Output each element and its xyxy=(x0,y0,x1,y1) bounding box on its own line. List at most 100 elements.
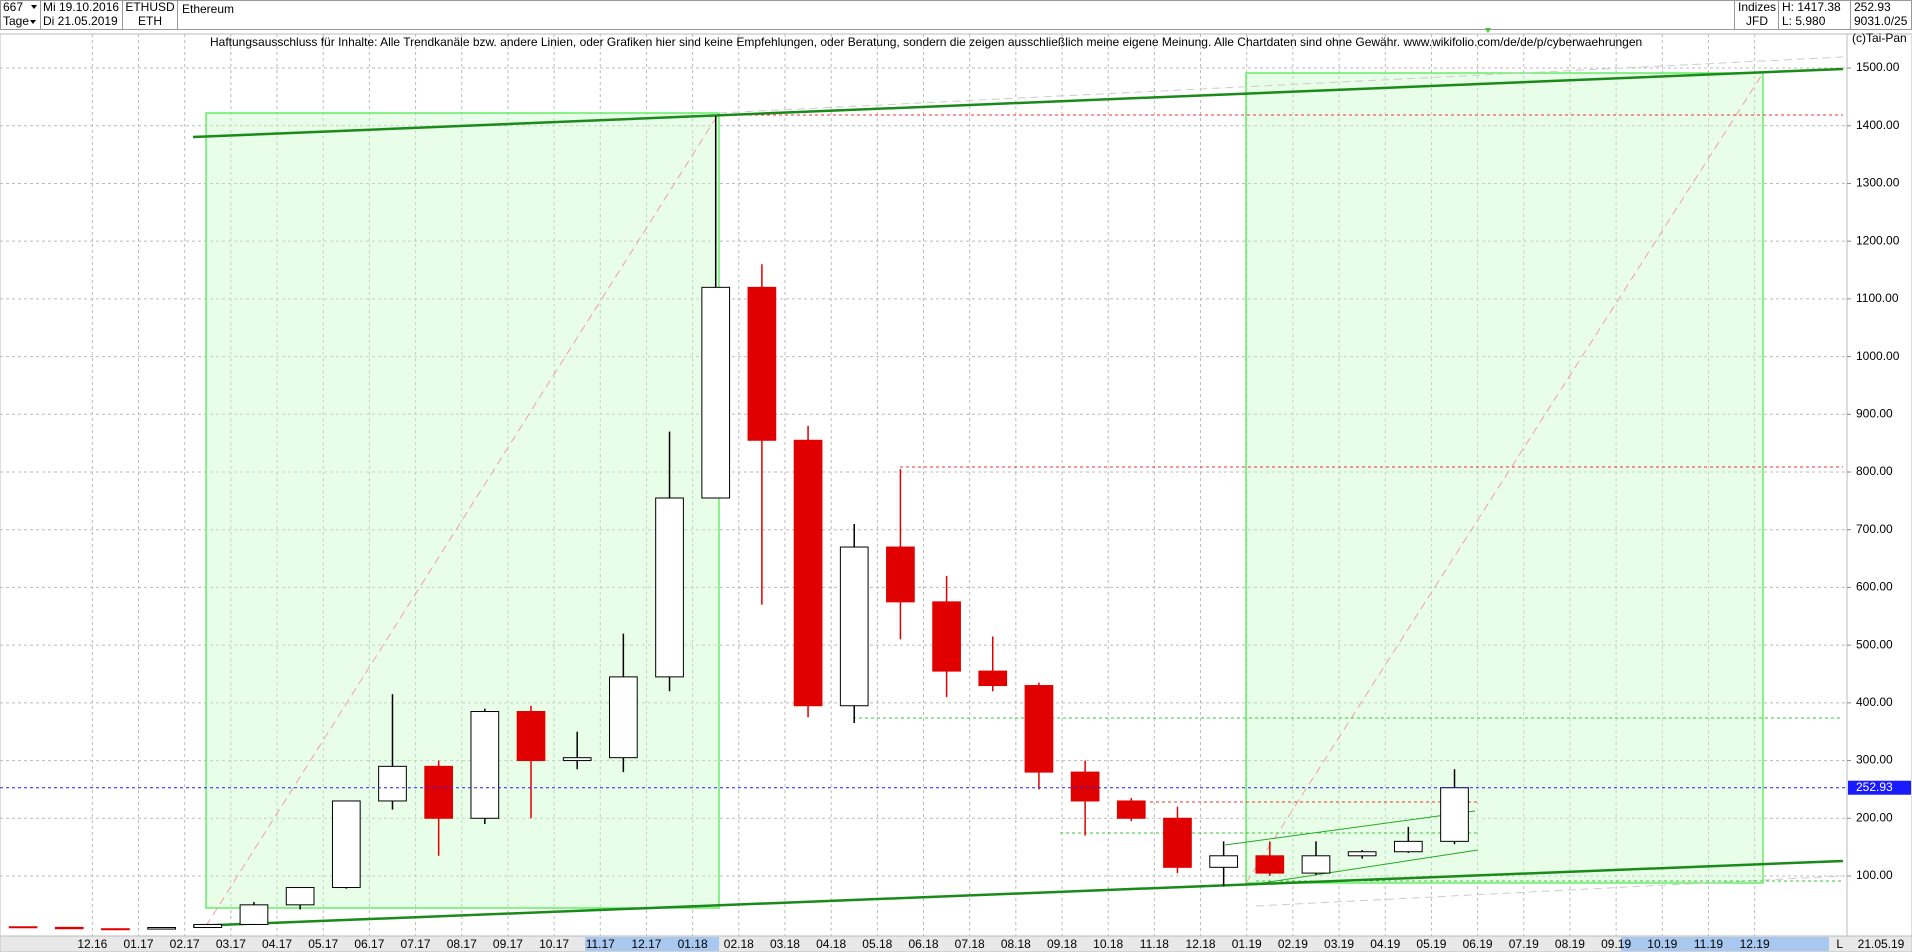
candle-body xyxy=(978,670,1008,687)
header-box xyxy=(1734,0,1779,30)
corner-label: L xyxy=(1836,937,1843,951)
x-tick-label: 03.18 xyxy=(770,937,800,951)
x-tick-label: 05.17 xyxy=(308,937,338,951)
x-tick-label: 04.17 xyxy=(262,937,292,951)
candle-body xyxy=(147,927,176,930)
info: 9031.0/25 xyxy=(1854,14,1908,28)
x-tick-label: 10.17 xyxy=(539,937,569,951)
x-axis xyxy=(0,935,1912,952)
source: JFD xyxy=(1746,14,1768,28)
x-tick-label: 10.19 xyxy=(1647,937,1677,951)
candle-body xyxy=(655,497,684,678)
candle-body xyxy=(1347,851,1377,857)
candle-body xyxy=(424,765,454,819)
x-tick-label: 12.18 xyxy=(1186,937,1216,951)
x-tick-label: 01.18 xyxy=(678,937,708,951)
candle-body xyxy=(54,926,84,930)
header-box xyxy=(122,0,178,30)
x-tick-label: 07.19 xyxy=(1509,937,1539,951)
y-axis xyxy=(1846,33,1912,937)
header-box xyxy=(1778,0,1851,30)
y-tick-label: 1000.00 xyxy=(1856,349,1900,363)
y-tick-label: 1100.00 xyxy=(1856,291,1899,305)
x-tick-label: 02.17 xyxy=(170,937,200,951)
candle-body xyxy=(101,928,130,931)
y-tick-label: 700.00 xyxy=(1856,522,1893,536)
candle-body xyxy=(470,711,500,819)
candle-body xyxy=(747,286,777,441)
last-price-label: 252.93 xyxy=(1856,780,1893,794)
x-tick-label: 06.18 xyxy=(908,937,938,951)
y-tick-label: 600.00 xyxy=(1856,580,1893,594)
y-tick-label: 300.00 xyxy=(1856,753,1893,767)
trend-line xyxy=(192,859,1844,928)
x-tick-label: 03.17 xyxy=(216,937,246,951)
x-tick-label: 09.19 xyxy=(1601,937,1631,951)
x-tick-label: 02.18 xyxy=(724,937,754,951)
header-box xyxy=(177,0,1735,30)
period[interactable]: Tage xyxy=(3,14,29,28)
candle-body xyxy=(1024,685,1054,773)
candle-body xyxy=(793,439,823,707)
instrument-name: Ethereum xyxy=(182,2,234,16)
symbol: ETHUSD xyxy=(125,0,175,14)
y-tick-label: 200.00 xyxy=(1856,810,1893,824)
candle-body xyxy=(562,757,592,762)
candle-body xyxy=(378,765,407,802)
y-tick-label: 1500.00 xyxy=(1856,60,1900,74)
x-tick-label: 09.17 xyxy=(493,937,523,951)
x-tick-label: 01.19 xyxy=(1232,937,1262,951)
x-tick-label: 04.18 xyxy=(816,937,846,951)
axis-highlight xyxy=(1621,937,1829,951)
end-date: Di 21.05.2019 xyxy=(43,14,118,28)
annotations xyxy=(192,56,1844,928)
candle-body xyxy=(516,711,546,762)
x-tick-label: 05.18 xyxy=(862,937,892,951)
candle-body xyxy=(331,800,361,889)
trend-line xyxy=(1255,875,1844,907)
x-tick-label: 07.18 xyxy=(955,937,985,951)
y-tick-label: 1300.00 xyxy=(1856,176,1900,190)
header-box xyxy=(1850,0,1912,30)
candle-body xyxy=(932,601,961,672)
disclaimer: Haftungsausschluss für Inhalte: Alle Tre… xyxy=(210,35,1642,49)
low-label: L: 5.980 xyxy=(1782,14,1826,28)
header-box xyxy=(40,0,123,30)
candle-body xyxy=(1163,817,1192,868)
last-price-box xyxy=(1848,780,1911,795)
last-date: 21.05.19 xyxy=(1858,937,1905,951)
candle-body xyxy=(886,546,915,603)
last-value: 252.93 xyxy=(1854,0,1891,14)
axis-highlight xyxy=(585,937,719,951)
trend-line xyxy=(192,67,1844,139)
symbol-short: ETH xyxy=(138,14,162,28)
x-tick-label: 12.16 xyxy=(77,937,107,951)
candle-body xyxy=(839,546,869,707)
x-tick-label: 09.18 xyxy=(1047,937,1077,951)
dropdown-arrow[interactable] xyxy=(30,20,36,24)
count[interactable]: 667 xyxy=(3,0,23,14)
y-tick-label: 1200.00 xyxy=(1856,233,1900,247)
candle-body xyxy=(701,286,731,499)
trend-line xyxy=(718,56,1844,114)
x-tick-label: 12.19 xyxy=(1740,937,1770,951)
x-tick-label: 04.19 xyxy=(1370,937,1400,951)
range-box xyxy=(205,112,720,909)
candle-body xyxy=(1116,800,1146,819)
candle-body xyxy=(285,887,315,906)
candle-body xyxy=(8,926,38,929)
x-tick-label: 12.17 xyxy=(631,937,661,951)
high-label: H: 1417.38 xyxy=(1782,0,1841,14)
candle-body xyxy=(1301,855,1331,874)
x-tick-label: 05.19 xyxy=(1416,937,1446,951)
x-tick-label: 02.19 xyxy=(1278,937,1308,951)
candle-body xyxy=(1393,840,1423,853)
header xyxy=(0,0,1912,30)
marker xyxy=(1485,28,1491,33)
dropdown-arrow[interactable] xyxy=(31,5,37,9)
candle-body xyxy=(1440,787,1469,842)
axes: 100.00 200.00 300.00 400.00 500.00 600.00 700.… xyxy=(77,60,1911,951)
y-tick-label: 500.00 xyxy=(1856,637,1893,651)
grid xyxy=(0,34,1847,936)
x-tick-label: 03.19 xyxy=(1324,937,1354,951)
